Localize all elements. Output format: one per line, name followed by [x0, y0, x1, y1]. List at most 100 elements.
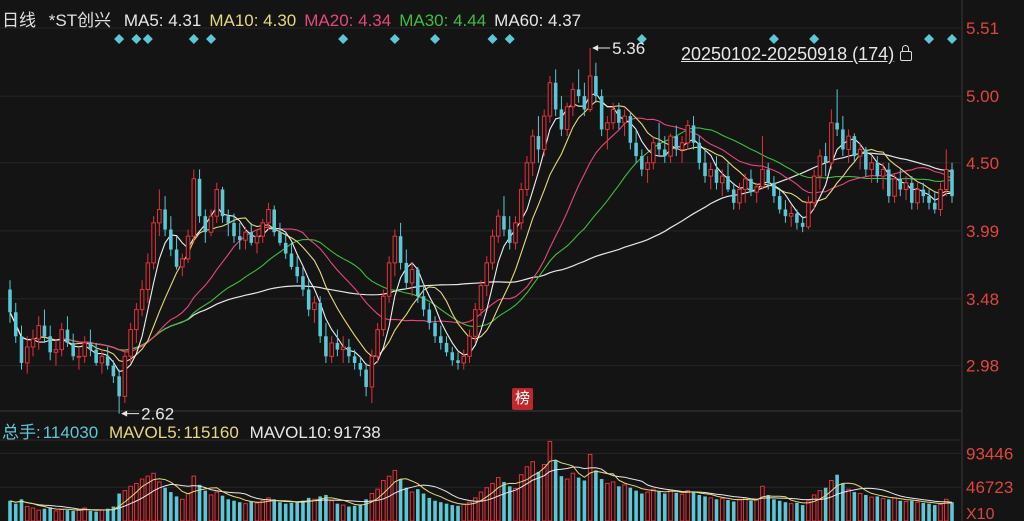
volume-bar: [208, 494, 214, 521]
candle-body: [817, 155, 823, 177]
price-tick-label: 3.99: [966, 222, 999, 241]
candle-body: [220, 189, 225, 217]
volume-bar: [289, 502, 294, 521]
candle-body: [719, 175, 725, 184]
moving-average-lines: [9, 92, 953, 373]
candle-body: [289, 253, 294, 267]
candle-body: [347, 346, 351, 357]
lock-icon[interactable]: [900, 45, 913, 61]
volume-ma-lines: [9, 459, 953, 511]
volume-bar: [622, 484, 627, 521]
candle-body: [806, 202, 811, 228]
candle-body: [564, 106, 570, 130]
volume-bar: [594, 470, 598, 521]
ma-item-3: MA30: 4.44: [399, 11, 487, 30]
ma-item-4: MA60: 4.37: [494, 11, 582, 30]
volume-bar: [536, 471, 541, 521]
candle-body: [185, 235, 191, 260]
volume-bar: [203, 490, 208, 521]
candle-body: [404, 262, 409, 283]
candle-body: [335, 342, 340, 350]
candle-body: [737, 188, 742, 204]
candle-body: [427, 309, 432, 323]
ma10-line: [9, 100, 953, 363]
candle-body: [582, 96, 587, 110]
volume-axis: 93446 46723 X10: [966, 444, 1013, 521]
candle-body: [892, 178, 897, 197]
candle-body: [708, 168, 714, 177]
price-axis: 5.51 5.00 4.50 3.99 3.48 2.98: [966, 19, 999, 376]
candle-body: [409, 269, 415, 284]
candle-body: [117, 376, 121, 397]
volume-bar: [433, 500, 437, 521]
mavol10-label: MAVOL10:: [249, 423, 332, 442]
volume-bar: [272, 499, 277, 521]
volume-bar: [111, 506, 116, 521]
signal-diamond: [142, 34, 153, 44]
volume-bar: [800, 505, 805, 521]
volume-bar: [278, 502, 282, 521]
volume-bar: [421, 493, 426, 521]
candle-body: [622, 115, 627, 124]
candle-body: [910, 182, 914, 203]
volume-bar: [329, 500, 334, 521]
list-badge[interactable]: 榜: [512, 388, 533, 410]
candle-body: [444, 342, 449, 353]
volume-bar: [576, 477, 581, 521]
volume-bar: [518, 474, 524, 521]
candle-body: [857, 148, 863, 157]
candle-body: [180, 258, 185, 268]
volume-bar: [541, 464, 547, 521]
stock-name: *ST创兴: [48, 11, 112, 30]
candle-body: [42, 325, 47, 337]
volume-bar: [823, 487, 828, 521]
candle-body: [450, 352, 455, 361]
candle-body: [507, 229, 512, 243]
candle-body: [439, 336, 443, 343]
volume-bar: [99, 509, 105, 521]
price-tick-label: 2.98: [966, 357, 999, 376]
candle-body: [788, 213, 794, 217]
volume-bar: [841, 483, 845, 521]
candle-body: [714, 169, 719, 183]
candle-body: [657, 142, 661, 150]
signal-diamond: [338, 34, 349, 44]
candle-body: [800, 222, 805, 227]
volume-bar: [921, 502, 926, 521]
volume-bar: [502, 481, 506, 521]
candle-body: [266, 209, 271, 224]
volume-label: 总手:: [2, 423, 41, 442]
signal-diamond: [114, 34, 125, 44]
candle-body: [191, 178, 197, 237]
candle-body: [772, 182, 776, 197]
price-tick-label: 3.48: [966, 290, 999, 309]
volume-bar: [295, 502, 299, 521]
candle-body: [594, 76, 598, 97]
candle-body: [283, 242, 288, 254]
candle-body: [835, 122, 839, 130]
annotation-label: 2.62: [141, 405, 174, 424]
candle-body: [381, 295, 386, 331]
signal-diamond: [947, 34, 957, 44]
volume-bar: [484, 487, 490, 521]
candle-body: [461, 355, 467, 364]
ma-item-1: MA10: 4.30: [209, 11, 297, 30]
candle-body: [749, 178, 753, 193]
volume-bar: [605, 482, 610, 521]
volume-bar: [950, 502, 954, 521]
volume-bar: [266, 497, 271, 521]
volume-bar: [530, 461, 535, 521]
volume-bar: [157, 481, 162, 521]
candle-body: [243, 231, 248, 241]
volume-bar: [8, 500, 12, 521]
volume-bar: [318, 496, 322, 521]
price-annotations: 5.36 2.62: [121, 39, 645, 424]
volume-bar: [726, 500, 730, 521]
volume-bar: [742, 497, 748, 521]
date-range-label[interactable]: 20250102-20250918 (174): [681, 44, 913, 65]
period-label: 日线: [2, 11, 36, 30]
candle-body: [312, 302, 317, 311]
candle-body: [536, 136, 541, 150]
mavol5-label: MAVOL5:: [108, 423, 182, 442]
candle-body: [352, 356, 357, 363]
